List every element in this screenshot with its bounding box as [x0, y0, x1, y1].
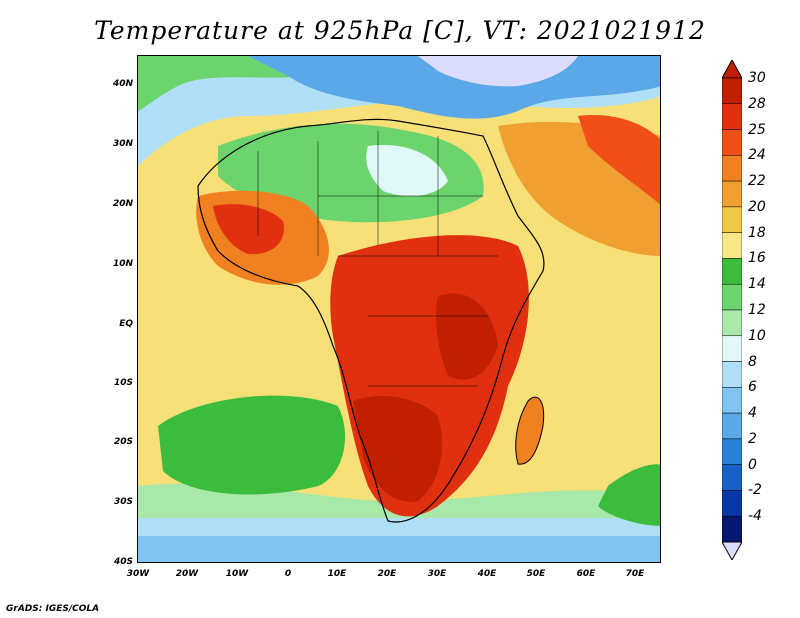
europe-coldest: [418, 56, 578, 87]
colorbar-segment: [722, 387, 742, 414]
colorbar-segment: [722, 129, 742, 156]
lat-label: 40N: [112, 79, 133, 89]
colorbar-segment: [722, 361, 742, 388]
colorbar-level-label: 30: [748, 70, 766, 86]
colorbar-level-label: 12: [748, 302, 766, 318]
lon-label: 0: [284, 569, 292, 579]
lon-label: 10W: [225, 569, 249, 579]
colorbar-level-label: 6: [748, 379, 757, 396]
colorbar-segment: [722, 283, 742, 311]
colorbar-segment: [722, 180, 742, 208]
colorbar-level-label: 4: [748, 405, 757, 422]
colorbar-segment: [722, 412, 742, 440]
colorbar-level-label: 2: [748, 430, 757, 447]
lon-label: 20W: [175, 569, 199, 579]
colorbar-segment: [722, 464, 742, 491]
colorbar-top-arrow: [722, 60, 742, 79]
colorbar-level-label: 20: [748, 198, 766, 215]
colorbar-segment: [722, 77, 742, 105]
colorbar: [722, 60, 742, 560]
map-title: Temperature at 925hPa [C], VT: 202102191…: [94, 16, 706, 45]
lat-label: 20N: [112, 199, 133, 209]
lat-label: 10S: [113, 378, 133, 388]
sahara-cool-core: [366, 145, 448, 197]
colorbar-segment: [722, 103, 742, 130]
lat-label: 20S: [113, 437, 133, 447]
colorbar-level-label: 28: [748, 95, 766, 112]
lon-label: 10E: [327, 569, 347, 579]
temperature-field: [138, 56, 660, 562]
colorbar-level-label: 14: [748, 276, 766, 293]
credit-text: GrADS: IGES/COLA: [6, 604, 100, 614]
lat-label: EQ: [119, 319, 133, 329]
lat-label: 30S: [113, 497, 133, 507]
country-borders: [257, 131, 498, 387]
colorbar-level-label: 25: [748, 121, 766, 138]
lon-label: 40E: [477, 569, 497, 579]
colorbar-segment: [722, 258, 742, 285]
lon-label: 20E: [377, 569, 397, 579]
colorbar-segment: [722, 309, 742, 337]
southern-africa-hottest: [353, 396, 442, 502]
east-africa-hottest: [436, 293, 498, 380]
colorbar-level-label: -2: [748, 482, 762, 499]
arabia-hot: [578, 115, 660, 205]
colorbar-level-label: 8: [748, 353, 757, 370]
colorbar-level-label: -4: [748, 508, 762, 525]
west-africa-hot: [213, 204, 284, 255]
south-indian-cool-pool: [598, 464, 660, 526]
colorbar-segment: [722, 438, 742, 465]
colorbar-level-label: 10: [748, 327, 766, 344]
colorbar-segment: [722, 515, 742, 543]
colorbar-segment: [722, 335, 742, 362]
africa-coastline: [197, 118, 545, 523]
south-atlantic-cool-pool: [158, 395, 346, 495]
colorbar-level-label: 24: [748, 147, 766, 164]
colorbar-segment: [722, 490, 742, 517]
colorbar-segment: [722, 155, 742, 182]
colorbar-level-label: 0: [748, 456, 757, 473]
colorbar-segment: [722, 206, 742, 233]
colorbar-level-label: 18: [748, 224, 766, 241]
lon-label: 60E: [576, 569, 596, 579]
lon-label: 70E: [625, 569, 645, 579]
lon-label: 50E: [526, 569, 546, 579]
lon-label: 30E: [427, 569, 447, 579]
colorbar-level-label: 22: [748, 173, 766, 190]
colorbar-segment: [722, 232, 742, 259]
temperature-map: [137, 55, 661, 563]
lat-label: 40S: [113, 557, 133, 567]
colorbar-bottom-arrow: [722, 541, 742, 560]
lon-label: 30W: [126, 569, 150, 579]
colorbar-level-label: 16: [748, 250, 766, 267]
madagascar: [515, 396, 545, 465]
lat-label: 30N: [112, 139, 133, 149]
lat-label: 10N: [112, 259, 133, 269]
